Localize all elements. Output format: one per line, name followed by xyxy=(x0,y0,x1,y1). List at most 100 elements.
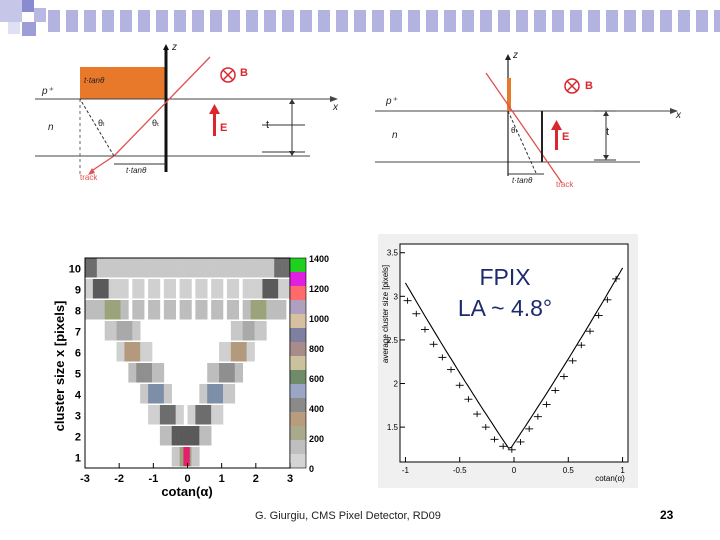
y-tick-label: 2 xyxy=(394,380,399,389)
colorbar-tick-label: 0 xyxy=(309,464,314,474)
theta-t-label: θₜ xyxy=(152,118,160,128)
heatmap-cell xyxy=(163,279,169,299)
heatmap-cell xyxy=(136,342,141,362)
heatmap-cell xyxy=(124,300,129,320)
heatmap-cell xyxy=(219,279,224,299)
heatmap-cell xyxy=(230,321,236,341)
heatmap-cell xyxy=(270,300,275,320)
track-label: track xyxy=(80,173,98,182)
x-label: x xyxy=(333,102,338,113)
heatmap-cell xyxy=(132,321,137,341)
avg-cluster-size-chart: -1 -0.5 0 0.5 1 1.5 2 2.5 3 3.5 cotan(α) average… xyxy=(378,234,638,488)
e-field-arrow xyxy=(213,112,216,136)
fpix-annotation: FPIX LA ~ 4.8° xyxy=(445,262,565,324)
heatmap-cell xyxy=(254,279,259,299)
heatmap-cell xyxy=(274,279,279,299)
colorbar-swatch xyxy=(290,300,306,314)
heatmap-cell xyxy=(171,447,176,467)
heatmap-cell xyxy=(278,279,283,299)
heatmap-cell xyxy=(219,258,224,278)
fit-curve xyxy=(404,267,624,449)
heatmap-cell xyxy=(246,300,251,320)
colorbar-swatch xyxy=(290,412,306,426)
heatmap-cell xyxy=(171,405,176,425)
heatmap-cell xyxy=(191,405,196,425)
heatmap-cell xyxy=(238,342,243,362)
heatmap-cell xyxy=(207,363,212,383)
t-label: t xyxy=(266,119,270,131)
heatmap-cell xyxy=(124,279,129,299)
heatmap-cell xyxy=(140,279,145,299)
heatmap-cell xyxy=(222,384,228,404)
heatmap-cell xyxy=(167,405,173,425)
y-tick-label: 8 xyxy=(75,306,81,318)
x-tick-label: -1 xyxy=(148,473,158,485)
heatmap-cell xyxy=(238,258,243,278)
heatmap-cell xyxy=(234,321,240,341)
heatmap-cell xyxy=(148,342,153,362)
heatmap-cell xyxy=(120,279,125,299)
heatmap-cell xyxy=(144,258,149,278)
heatmap-cell xyxy=(183,300,188,320)
x-tick-labels: -3 -2 -1 0 1 2 3 xyxy=(80,463,293,485)
heatmap-cell xyxy=(215,384,220,404)
heatmap-cell xyxy=(96,258,102,278)
heatmap-cell xyxy=(167,384,173,404)
heatmap-cell xyxy=(262,321,267,341)
heatmap-cell xyxy=(144,384,149,404)
heatmap-cell xyxy=(219,342,224,362)
heatmap-cell xyxy=(116,279,121,299)
heatmap-cell xyxy=(258,321,263,341)
deco-square xyxy=(8,22,20,34)
heatmap-cell xyxy=(120,300,125,320)
heatmap-cell xyxy=(246,279,251,299)
heatmap-cell xyxy=(148,279,153,299)
lorentz-diagram-right xyxy=(375,54,678,184)
heatmap-cell xyxy=(155,258,161,278)
heatmap-cell xyxy=(207,384,212,404)
heatmap-cell xyxy=(199,426,204,446)
x-tick-label: 1 xyxy=(620,466,625,475)
x-tick-label: 3 xyxy=(287,473,293,485)
heatmap-cell xyxy=(108,258,113,278)
y-tick-label: 7 xyxy=(75,327,81,339)
colorbar-swatch xyxy=(290,314,306,328)
b-label: B xyxy=(240,67,248,79)
heatmap-cell xyxy=(100,279,106,299)
heatmap-cell xyxy=(128,258,133,278)
heatmap-cell xyxy=(155,279,161,299)
heatmap-cell xyxy=(215,405,220,425)
heatmap-cell xyxy=(286,258,291,278)
heatmap-cell xyxy=(242,300,247,320)
heatmap-cell xyxy=(215,279,220,299)
heatmap-cell xyxy=(215,258,220,278)
heatmap-cell xyxy=(148,363,153,383)
heatmap-cell xyxy=(203,405,208,425)
heatmap-cell xyxy=(207,426,212,446)
n-label: n xyxy=(48,122,54,133)
deco-square xyxy=(22,0,34,12)
heatmap-cell xyxy=(179,258,184,278)
x-tick-labels: -1 -0.5 0 0.5 1 xyxy=(402,457,625,475)
y-tick-labels: 1.5 2 2.5 3 3.5 xyxy=(387,249,405,432)
track-line xyxy=(485,72,563,184)
heatmap-cells xyxy=(85,258,291,467)
heatmap-cell xyxy=(140,363,145,383)
heatmap-cell xyxy=(274,258,279,278)
heatmap-cell xyxy=(175,447,180,467)
heatmap-cell xyxy=(171,279,176,299)
heatmap-cell xyxy=(144,363,149,383)
p-plus-label: p⁺ xyxy=(42,86,53,97)
heatmap-cell xyxy=(262,279,267,299)
heatmap-cell xyxy=(179,447,184,467)
heatmap-cell xyxy=(163,384,169,404)
heatmap-cell xyxy=(199,300,204,320)
x-label: x xyxy=(676,110,681,121)
heatmap-cell xyxy=(152,384,157,404)
y-tick-label: 9 xyxy=(75,285,81,297)
heatmap-cell xyxy=(136,363,141,383)
colorbar-swatch xyxy=(290,272,306,286)
y-tick-label: 2 xyxy=(75,432,81,444)
heatmap-cell xyxy=(234,258,240,278)
heatmap-cell xyxy=(120,321,125,341)
